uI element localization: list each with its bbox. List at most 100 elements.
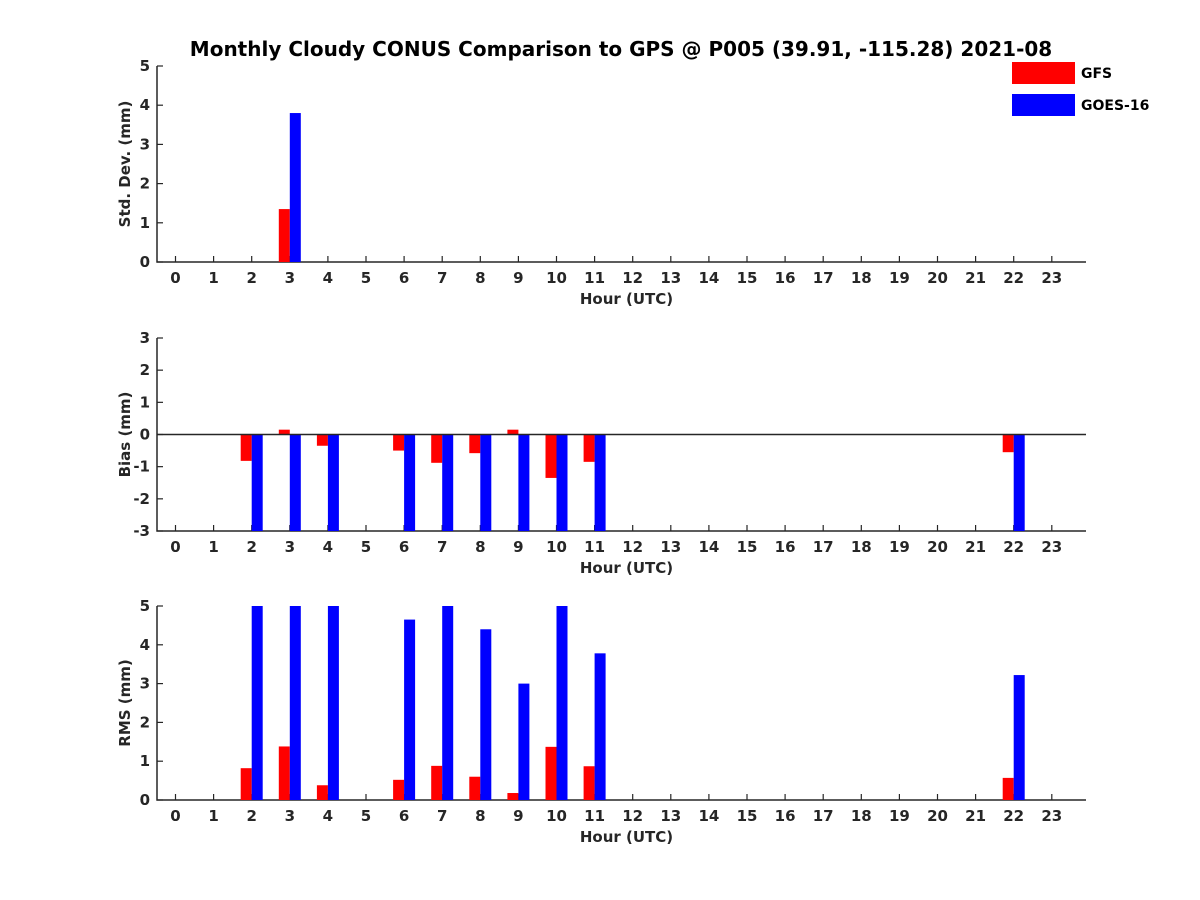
bar-gfs-hour-11: [583, 766, 595, 800]
bar-gfs-hour-8: [469, 434, 481, 454]
bar-goes-16-hour-3: [289, 434, 301, 531]
bar-gfs-hour-10: [545, 434, 557, 478]
bar-gfs-hour-22: [1002, 434, 1014, 453]
x-tick-label: 11: [584, 269, 605, 287]
bar-gfs-hour-6: [393, 434, 405, 451]
bar-gfs-hour-2: [240, 768, 252, 800]
bar-goes-16-hour-4: [327, 606, 339, 800]
bar-goes-16-hour-2: [251, 606, 263, 800]
x-tick-label: 13: [660, 807, 681, 825]
bar-goes-16-hour-8: [480, 629, 492, 800]
x-tick-label: 11: [584, 538, 605, 556]
bar-gfs-hour-22: [1002, 777, 1014, 800]
x-tick-label: 19: [889, 807, 910, 825]
bar-goes-16-hour-6: [404, 619, 416, 800]
x-tick-label: 19: [889, 269, 910, 287]
x-tick-label: 0: [170, 269, 180, 287]
y-tick-label: 0: [140, 426, 150, 444]
x-tick-label: 2: [246, 269, 256, 287]
y-tick-label: 5: [140, 57, 150, 75]
y-axis-label: RMS (mm): [116, 659, 134, 746]
x-tick-label: 18: [851, 269, 872, 287]
x-tick-label: 0: [170, 807, 180, 825]
bar-goes-16-hour-22: [1013, 434, 1025, 531]
bar-gfs-hour-6: [393, 779, 405, 800]
y-tick-label: 1: [140, 393, 150, 411]
x-tick-label: 5: [361, 269, 371, 287]
x-tick-label: 22: [1003, 538, 1024, 556]
x-tick-label: 16: [775, 538, 796, 556]
bar-goes-16-hour-11: [594, 434, 606, 531]
x-tick-label: 12: [622, 269, 643, 287]
bar-gfs-hour-11: [583, 434, 595, 462]
bar-gfs-hour-3: [278, 429, 290, 435]
bar-goes-16-hour-11: [594, 653, 606, 800]
y-tick-label: 4: [140, 636, 150, 654]
x-tick-label: 17: [813, 269, 834, 287]
x-tick-label: 9: [513, 269, 523, 287]
legend-label: GOES-16: [1081, 98, 1149, 114]
x-tick-label: 18: [851, 538, 872, 556]
x-tick-label: 11: [584, 807, 605, 825]
y-tick-label: 3: [140, 329, 150, 347]
y-tick-label: 3: [140, 135, 150, 153]
x-tick-label: 9: [513, 538, 523, 556]
x-tick-label: 14: [698, 807, 719, 825]
x-axis-label: Hour (UTC): [580, 290, 673, 308]
x-tick-label: 12: [622, 807, 643, 825]
x-tick-label: 19: [889, 538, 910, 556]
x-tick-label: 13: [660, 538, 681, 556]
x-tick-label: 7: [437, 269, 447, 287]
y-axis-label: Bias (mm): [116, 392, 134, 478]
bar-gfs-hour-3: [278, 209, 290, 262]
legend-swatch: [1012, 62, 1075, 84]
x-tick-label: 2: [246, 807, 256, 825]
x-tick-label: 3: [285, 269, 295, 287]
x-tick-label: 6: [399, 269, 409, 287]
bar-gfs-hour-4: [316, 785, 328, 800]
x-tick-label: 1: [208, 269, 218, 287]
bar-goes-16-hour-4: [327, 434, 339, 531]
bar-goes-16-hour-9: [518, 434, 530, 531]
y-tick-label: 1: [140, 214, 150, 232]
x-tick-label: 15: [737, 538, 758, 556]
x-tick-label: 15: [737, 269, 758, 287]
y-tick-label: 2: [140, 175, 150, 193]
bar-goes-16-hour-6: [404, 434, 416, 531]
y-axis-label: Std. Dev. (mm): [116, 101, 134, 228]
bar-gfs-hour-7: [431, 765, 443, 800]
x-tick-label: 20: [927, 538, 948, 556]
y-tick-label: 0: [140, 253, 150, 271]
x-tick-label: 8: [475, 538, 485, 556]
x-tick-label: 6: [399, 807, 409, 825]
bar-gfs-hour-4: [316, 434, 328, 446]
x-axis-label: Hour (UTC): [580, 828, 673, 846]
x-tick-label: 6: [399, 538, 409, 556]
x-tick-label: 17: [813, 807, 834, 825]
bar-goes-16-hour-2: [251, 434, 263, 531]
x-tick-label: 7: [437, 538, 447, 556]
x-tick-label: 1: [208, 807, 218, 825]
bar-goes-16-hour-22: [1013, 675, 1025, 800]
y-tick-label: 1: [140, 752, 150, 770]
x-tick-label: 21: [965, 269, 986, 287]
x-tick-label: 3: [285, 807, 295, 825]
x-tick-label: 10: [546, 269, 567, 287]
x-tick-label: 16: [775, 269, 796, 287]
x-tick-label: 23: [1041, 807, 1062, 825]
x-tick-label: 2: [246, 538, 256, 556]
bar-goes-16-hour-7: [442, 606, 454, 800]
x-tick-label: 13: [660, 269, 681, 287]
y-tick-label: -1: [133, 458, 150, 476]
y-tick-label: 2: [140, 713, 150, 731]
bar-gfs-hour-9: [507, 429, 519, 435]
y-tick-label: 3: [140, 675, 150, 693]
bar-gfs-hour-7: [431, 434, 443, 463]
bar-goes-16-hour-10: [556, 606, 568, 800]
y-tick-label: -2: [133, 490, 150, 508]
y-tick-label: 2: [140, 361, 150, 379]
